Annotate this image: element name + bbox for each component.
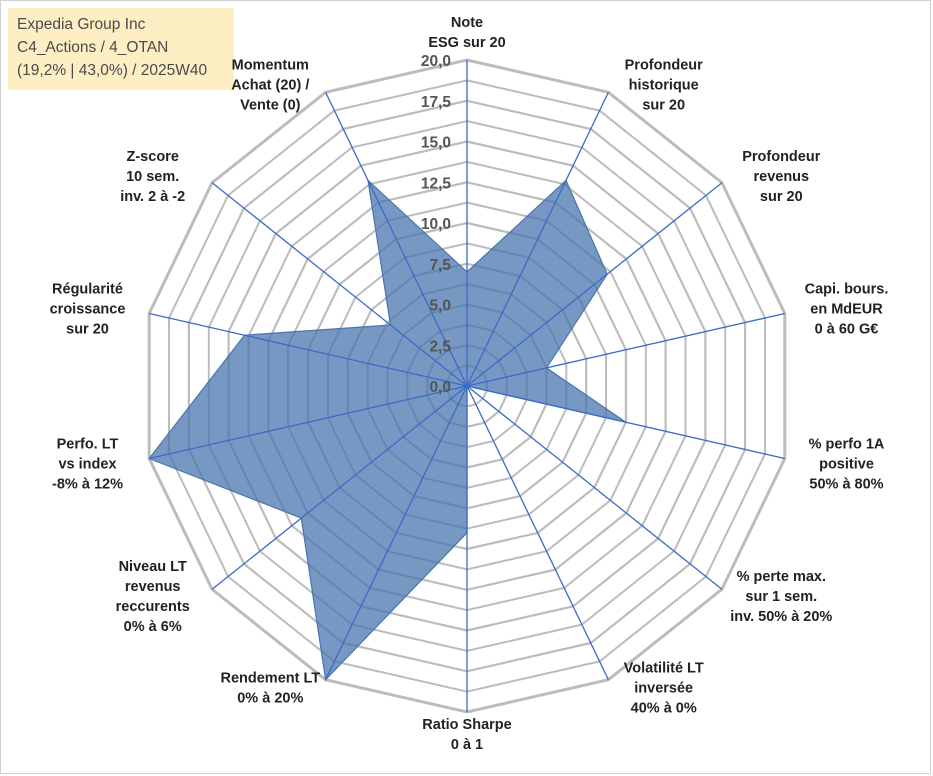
axis-label-line: croissance xyxy=(50,302,126,318)
axis-label-line: Profondeur xyxy=(625,58,703,74)
tick-label: 17,5 xyxy=(421,94,452,111)
axis-label-line: Volatilité LT xyxy=(624,660,704,676)
axis-label-line: 0 à 60 G€ xyxy=(815,322,879,338)
axis-label-line: % perte max. xyxy=(737,569,826,585)
axis-spoke xyxy=(466,385,723,590)
axis-label-line: Note xyxy=(451,15,483,31)
axis-label-line: Rendement LT xyxy=(220,670,320,686)
axis-label-line: revenus xyxy=(753,169,809,185)
axis-spoke xyxy=(211,182,468,387)
axis-label-line: positive xyxy=(819,456,874,472)
axis-spoke xyxy=(325,92,468,387)
axis-label: Régularité croissance sur 20 xyxy=(50,282,126,338)
axis-label-line: 0% à 6% xyxy=(124,619,182,635)
tick-label: 7,5 xyxy=(429,257,451,274)
axis-label: % perfo 1A positive 50% à 80% xyxy=(809,436,885,492)
axis-label-line: inv. 50% à 20% xyxy=(730,609,832,625)
axis-label-line: Z-score xyxy=(127,149,179,165)
axis-label: % perte max. sur 1 sem. inv. 50% à 20% xyxy=(730,569,832,625)
axis-label: Capi. bours. en MdEUR 0 à 60 G€ xyxy=(805,282,889,338)
axis-label-line: 0% à 20% xyxy=(237,690,303,706)
tick-label: 15,0 xyxy=(421,135,451,152)
axis-spoke xyxy=(149,385,468,460)
axis-spoke xyxy=(466,182,723,387)
axis-label-line: Capi. bours. xyxy=(805,282,889,298)
axis-label-line: Vente (0) xyxy=(240,98,301,114)
axis-label-line: % perfo 1A xyxy=(809,436,885,452)
tick-label: 2,5 xyxy=(429,338,451,355)
tick-label: 5,0 xyxy=(429,298,451,315)
portfolio-category: C4_Actions / 4_OTAN xyxy=(17,39,169,56)
axis-label-line: vs index xyxy=(58,456,116,472)
axis-label-line: sur 20 xyxy=(642,98,685,114)
axis-label-line: Achat (20) / xyxy=(231,78,309,94)
axis-label-line: ESG sur 20 xyxy=(428,35,505,51)
axis-label-line: 0 à 1 xyxy=(451,737,483,753)
axis-label: Profondeur historique sur 20 xyxy=(625,58,703,114)
axis-label-line: Momentum xyxy=(232,58,309,74)
axis-label-line: Niveau LT xyxy=(119,559,187,575)
series-area xyxy=(148,178,627,681)
axis-spoke xyxy=(466,385,785,460)
area-layer xyxy=(148,178,627,681)
tick-label: 20,0 xyxy=(421,53,451,70)
axis-label-line: sur 20 xyxy=(760,189,803,205)
axis-label-line: historique xyxy=(629,78,699,94)
axis-spoke xyxy=(211,385,468,590)
axis-label: Niveau LT revenus reccurents 0% à 6% xyxy=(116,559,190,635)
axis-label-line: Ratio Sharpe xyxy=(422,717,511,733)
tick-label: 0,0 xyxy=(429,379,451,396)
axis-spoke xyxy=(466,92,609,387)
axis-label-line: inversée xyxy=(634,680,693,696)
axis-label: Z-score 10 sem. inv. 2 à -2 xyxy=(120,149,185,205)
info-box: Expedia Group Inc C4_Actions / 4_OTAN (1… xyxy=(8,8,234,90)
axis-label-line: Perfo. LT xyxy=(57,436,119,452)
axis-label-line: sur 1 sem. xyxy=(745,589,817,605)
axis-label: Note ESG sur 20 xyxy=(428,15,505,51)
axis-spoke xyxy=(149,312,468,387)
axis-label: Perfo. LT vs index -8% à 12% xyxy=(52,436,123,492)
axis-label-line: 40% à 0% xyxy=(631,700,697,716)
tick-label: 10,0 xyxy=(421,216,451,233)
axis-spoke xyxy=(466,385,609,680)
tick-layer: 0,0 2,5 5,0 7,5 10,0 12,5 15,0 17,5 20,0 xyxy=(421,53,452,396)
axis-label: Ratio Sharpe 0 à 1 xyxy=(422,717,511,753)
axis-label: Profondeur revenus sur 20 xyxy=(742,149,820,205)
axis-label-line: inv. 2 à -2 xyxy=(120,189,185,205)
axis-label-line: en MdEUR xyxy=(810,302,883,318)
company-name: Expedia Group Inc xyxy=(17,16,146,33)
axis-label: Rendement LT 0% à 20% xyxy=(220,670,320,706)
axis-label-line: revenus xyxy=(125,579,181,595)
axis-spoke xyxy=(325,385,468,680)
axis-label-line: Profondeur xyxy=(742,149,820,165)
axis-label-line: sur 20 xyxy=(66,322,109,338)
axis-label-line: 50% à 80% xyxy=(809,476,883,492)
axis-label-line: Régularité xyxy=(52,282,123,298)
axis-layer xyxy=(149,60,785,712)
axis-label-line: -8% à 12% xyxy=(52,476,123,492)
axis-spoke xyxy=(466,312,785,387)
axis-label-line: 10 sem. xyxy=(126,169,179,185)
stats-week: (19,2% | 43,0%) / 2025W40 xyxy=(17,62,208,79)
axis-label-line: reccurents xyxy=(116,599,190,615)
label-layer: Note ESG sur 20 Profondeur historique sur 20… xyxy=(50,15,889,753)
axis-label: Momentum Achat (20) / Vente (0) xyxy=(231,58,309,114)
tick-label: 12,5 xyxy=(421,175,452,192)
axis-label: Volatilité LT inversée 40% à 0% xyxy=(624,660,704,716)
